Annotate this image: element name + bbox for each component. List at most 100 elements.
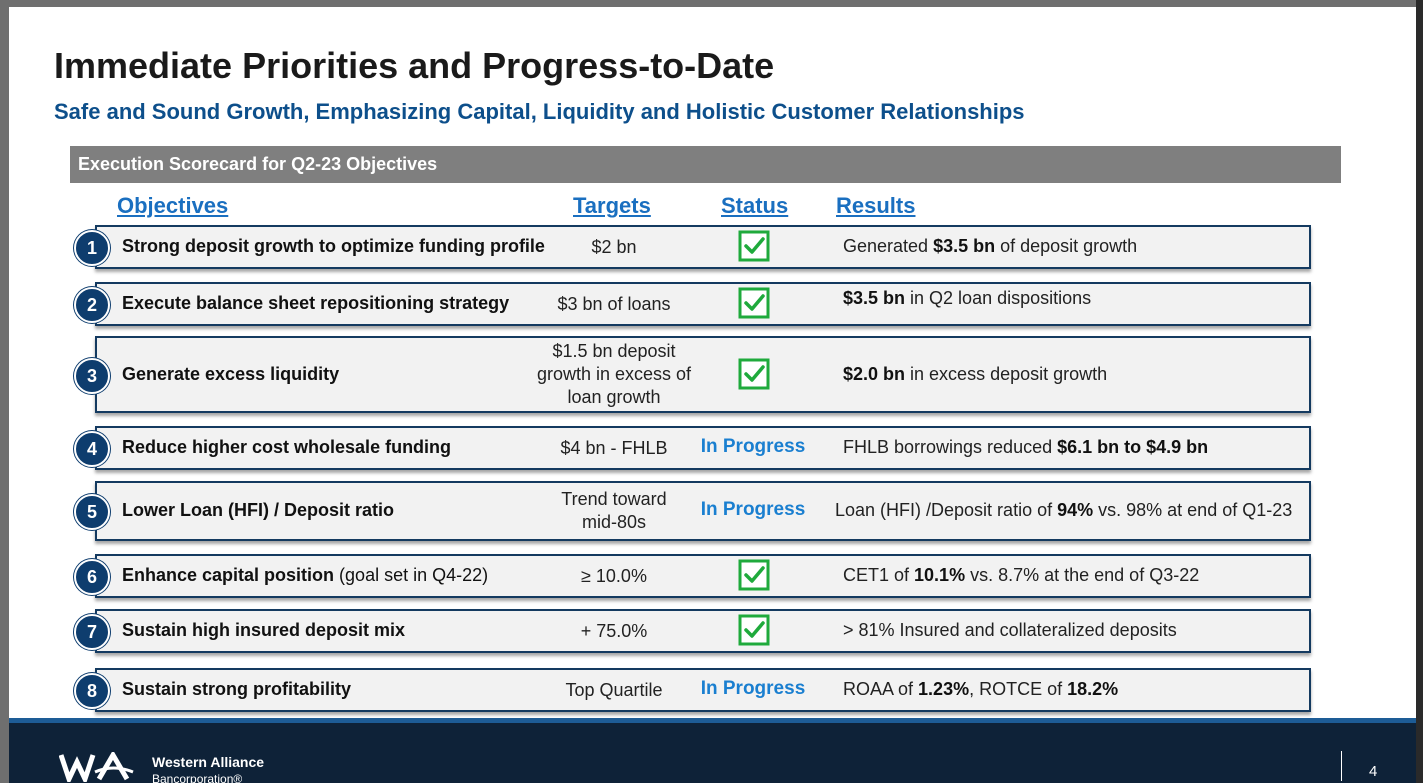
- scorecard-banner: Execution Scorecard for Q2-23 Objectives: [70, 146, 1341, 183]
- objective-text: Generate excess liquidity: [122, 364, 339, 385]
- row-box: [95, 481, 1311, 541]
- column-header-results: Results: [836, 193, 916, 218]
- objective-label: Reduce higher cost wholesale funding: [122, 437, 452, 457]
- row-number-badge: 7: [74, 614, 110, 650]
- row-number-badge: 8: [74, 673, 110, 709]
- scorecard-row: 3 Generate excess liquidity $1.5 bn deposi…: [9, 336, 1416, 413]
- objective-text: Reduce higher cost wholesale funding: [122, 437, 451, 458]
- result-text: Loan (HFI) /Deposit ratio of 94% vs. 98%…: [835, 500, 1292, 521]
- objective-label: Sustain high insured deposit mix: [122, 620, 406, 640]
- target-line: ≥ 10.0%: [581, 565, 647, 586]
- objective-text: Sustain strong profitability: [122, 679, 351, 700]
- target-text: $3 bn of loans: [514, 293, 714, 316]
- result-segment: Loan (HFI) /Deposit ratio of: [835, 500, 1058, 520]
- target-text: + 75.0%: [514, 620, 714, 643]
- result-segment: vs. 8.7% at the end of Q3-22: [965, 565, 1200, 585]
- target-line: growth in excess of: [536, 364, 692, 384]
- objective-label: Sustain strong profitability: [122, 679, 352, 699]
- result-segment: vs. 98% at end of Q1-23: [1093, 500, 1293, 520]
- objective-label: Execute balance sheet repositioning stra…: [122, 293, 510, 313]
- status-in-progress: In Progress: [700, 499, 806, 520]
- objective-text: Lower Loan (HFI) / Deposit ratio: [122, 500, 394, 521]
- result-segment: FHLB borrowings reduced: [843, 437, 1058, 457]
- result-segment: ROAA of: [843, 679, 919, 699]
- target-line: $2 bn: [591, 236, 637, 257]
- target-text: $4 bn - FHLB: [514, 437, 714, 460]
- footer-divider: [1341, 751, 1342, 781]
- target-line: Trend toward: [561, 489, 667, 509]
- scorecard-row: 8 Sustain strong profitability Top Quartil…: [9, 668, 1416, 712]
- checkmark-icon: [738, 230, 770, 262]
- objective-label: Generate excess liquidity: [122, 363, 340, 384]
- result-highlight: $3.5 bn: [843, 288, 906, 308]
- scorecard-row: 1 Strong deposit growth to optimize fundi…: [9, 225, 1416, 269]
- row-box: [95, 225, 1311, 269]
- page-subtitle: Safe and Sound Growth, Emphasizing Capit…: [54, 99, 1025, 124]
- row-number-badge: 5: [74, 494, 110, 530]
- target-text: Trend toward mid-80s: [514, 488, 714, 534]
- target-text: ≥ 10.0%: [514, 565, 714, 588]
- column-header-objectives: Objectives: [117, 193, 229, 218]
- result-segment: in excess deposit growth: [905, 363, 1108, 384]
- checkmark-icon: [738, 559, 770, 591]
- result-segment: , ROTCE of: [969, 679, 1068, 699]
- result-highlight: 1.23%: [918, 679, 970, 699]
- target-text: $2 bn: [514, 236, 714, 259]
- objective-note: (goal set in Q4-22): [334, 565, 489, 585]
- result-text: $2.0 bn in excess deposit growth: [843, 364, 1107, 385]
- row-box: [95, 336, 1311, 413]
- objective-text: Enhance capital position (goal set in Q4…: [122, 565, 488, 586]
- window-edge: [1416, 0, 1423, 783]
- result-segment: in Q2 loan dispositions: [905, 288, 1092, 308]
- result-segment: of deposit growth: [995, 236, 1138, 256]
- row-box: [95, 668, 1311, 712]
- objective-text: Execute balance sheet repositioning stra…: [122, 293, 509, 314]
- target-line: Top Quartile: [565, 679, 663, 700]
- result-text: ROAA of 1.23%, ROTCE of 18.2%: [843, 679, 1118, 700]
- checkmark-icon: [738, 614, 770, 646]
- objective-label: Strong deposit growth to optimize fundin…: [122, 236, 545, 256]
- row-box: [95, 282, 1311, 326]
- result-highlight: $2.0 bn: [843, 363, 906, 384]
- row-number-badge: 3: [74, 357, 110, 394]
- target-text: $1.5 bn deposit growth in excess of loan g…: [514, 340, 714, 409]
- scorecard-row: 4 Reduce higher cost wholesale funding $4 …: [9, 426, 1416, 470]
- row-box: [95, 609, 1311, 653]
- checkmark-icon: [738, 287, 770, 319]
- objective-text: Strong deposit growth to optimize fundin…: [122, 236, 545, 257]
- objective-label: Enhance capital position: [122, 565, 335, 585]
- objective-label: Lower Loan (HFI) / Deposit ratio: [122, 500, 395, 520]
- row-number-badge: 4: [74, 431, 110, 467]
- brand-name: Western Alliance: [152, 754, 265, 770]
- result-highlight: 18.2%: [1067, 679, 1119, 699]
- brand-suffix: Bancorporation®: [152, 772, 243, 783]
- row-number-badge: 2: [74, 287, 110, 323]
- target-line: $4 bn - FHLB: [560, 437, 668, 458]
- result-highlight: $6.1 bn to $4.9 bn: [1057, 437, 1209, 457]
- column-header-status: Status: [721, 193, 789, 218]
- objective-text: Sustain high insured deposit mix: [122, 620, 405, 641]
- result-text: FHLB borrowings reduced $6.1 bn to $4.9 …: [843, 437, 1208, 458]
- result-text: > 81% Insured and collateralized deposit…: [843, 620, 1177, 641]
- result-segment: > 81% Insured and collateralized deposit…: [843, 620, 1177, 640]
- target-text: Top Quartile: [514, 679, 714, 702]
- row-box: [95, 426, 1311, 470]
- target-line: mid-80s: [581, 512, 647, 532]
- row-number-badge: 6: [74, 559, 110, 595]
- result-segment: CET1 of: [843, 565, 915, 585]
- result-text: Generated $3.5 bn of deposit growth: [843, 236, 1137, 257]
- row-number-badge: 1: [74, 230, 110, 266]
- scorecard-row: 5 Lower Loan (HFI) / Deposit ratio Trend t…: [9, 481, 1416, 541]
- result-text: CET1 of 10.1% vs. 8.7% at the end of Q3-…: [843, 565, 1199, 586]
- page-title: Immediate Priorities and Progress-to-Dat…: [54, 45, 775, 86]
- result-highlight: 94%: [1057, 500, 1094, 520]
- result-highlight: $3.5 bn: [933, 236, 996, 256]
- target-line: + 75.0%: [580, 620, 648, 641]
- page-number: 4: [1369, 763, 1378, 780]
- result-highlight: 10.1%: [914, 565, 966, 585]
- target-line: $3 bn of loans: [557, 293, 671, 314]
- banner-label: Execution Scorecard for Q2-23 Objectives: [78, 154, 438, 174]
- western-alliance-logo-icon: [59, 752, 134, 782]
- status-in-progress: In Progress: [700, 678, 806, 699]
- footer-accent-line: [9, 718, 1416, 723]
